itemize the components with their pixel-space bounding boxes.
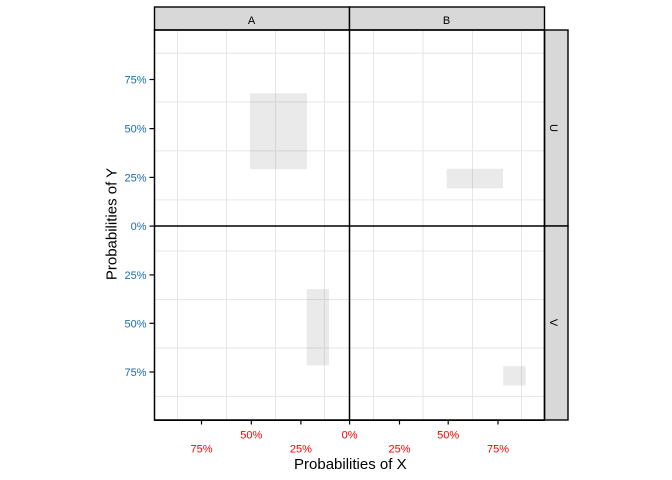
svg-text:Probabilities of X: Probabilities of X <box>294 456 407 473</box>
svg-text:V: V <box>547 319 559 327</box>
svg-text:0%: 0% <box>131 221 147 233</box>
svg-text:U: U <box>547 124 559 132</box>
svg-text:25%: 25% <box>124 270 146 282</box>
svg-text:0%: 0% <box>342 429 358 441</box>
svg-text:50%: 50% <box>124 318 146 330</box>
svg-text:75%: 75% <box>124 367 146 379</box>
svg-text:25%: 25% <box>388 444 410 456</box>
svg-text:25%: 25% <box>290 444 312 456</box>
svg-text:25%: 25% <box>124 172 146 184</box>
svg-text:Probabilities of Y: Probabilities of Y <box>104 168 121 280</box>
svg-text:A: A <box>248 15 256 27</box>
svg-text:50%: 50% <box>437 429 459 441</box>
svg-text:75%: 75% <box>487 444 509 456</box>
svg-text:50%: 50% <box>124 124 146 136</box>
svg-text:B: B <box>443 15 450 27</box>
svg-text:75%: 75% <box>190 444 212 456</box>
svg-text:75%: 75% <box>124 75 146 87</box>
svg-text:50%: 50% <box>240 429 262 441</box>
